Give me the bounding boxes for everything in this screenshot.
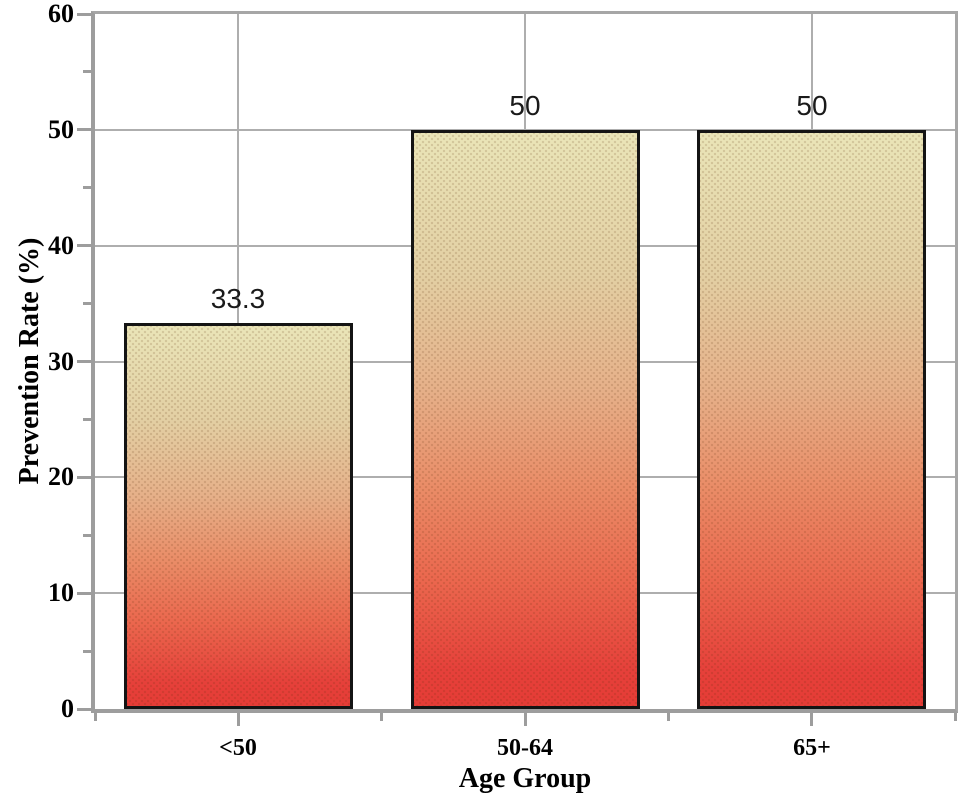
bar-value-label: 50 — [509, 90, 541, 121]
y-tick — [77, 476, 91, 479]
y-tick — [77, 128, 91, 131]
y-tick — [77, 708, 91, 711]
x-tick-label: <50 — [219, 735, 257, 761]
bar — [697, 130, 926, 709]
x-tick-label: 50-64 — [497, 735, 553, 761]
y-minor-tick — [83, 70, 91, 73]
y-minor-tick — [83, 650, 91, 653]
y-minor-tick — [83, 186, 91, 189]
bar — [124, 323, 353, 709]
x-minor-tick — [380, 713, 383, 721]
bar-value-label: 50 — [796, 90, 828, 121]
y-tick-label: 60 — [48, 0, 74, 28]
y-tick — [77, 13, 91, 16]
y-tick-label: 10 — [48, 578, 74, 607]
x-tick — [237, 713, 240, 726]
y-minor-tick — [83, 534, 91, 537]
y-tick — [77, 592, 91, 595]
y-tick-label: 30 — [48, 347, 74, 376]
y-tick — [77, 244, 91, 247]
x-minor-tick — [954, 713, 957, 721]
x-minor-tick — [94, 713, 97, 721]
y-minor-tick — [83, 418, 91, 421]
bar — [411, 130, 640, 709]
y-tick — [77, 360, 91, 363]
y-tick-label: 50 — [48, 115, 74, 144]
y-tick-label: 0 — [61, 694, 74, 723]
bar-value-label: 33.3 — [210, 283, 266, 314]
y-tick-label: 40 — [48, 231, 74, 260]
x-tick — [810, 713, 813, 726]
x-minor-tick — [667, 713, 670, 721]
plot-inner: 33.3 50 50 — [95, 14, 955, 709]
x-axis-title: Age Group — [458, 763, 592, 794]
y-tick-label: 20 — [48, 462, 74, 491]
x-tick-label: 65+ — [793, 735, 831, 761]
x-tick — [524, 713, 527, 726]
y-minor-tick — [83, 302, 91, 305]
